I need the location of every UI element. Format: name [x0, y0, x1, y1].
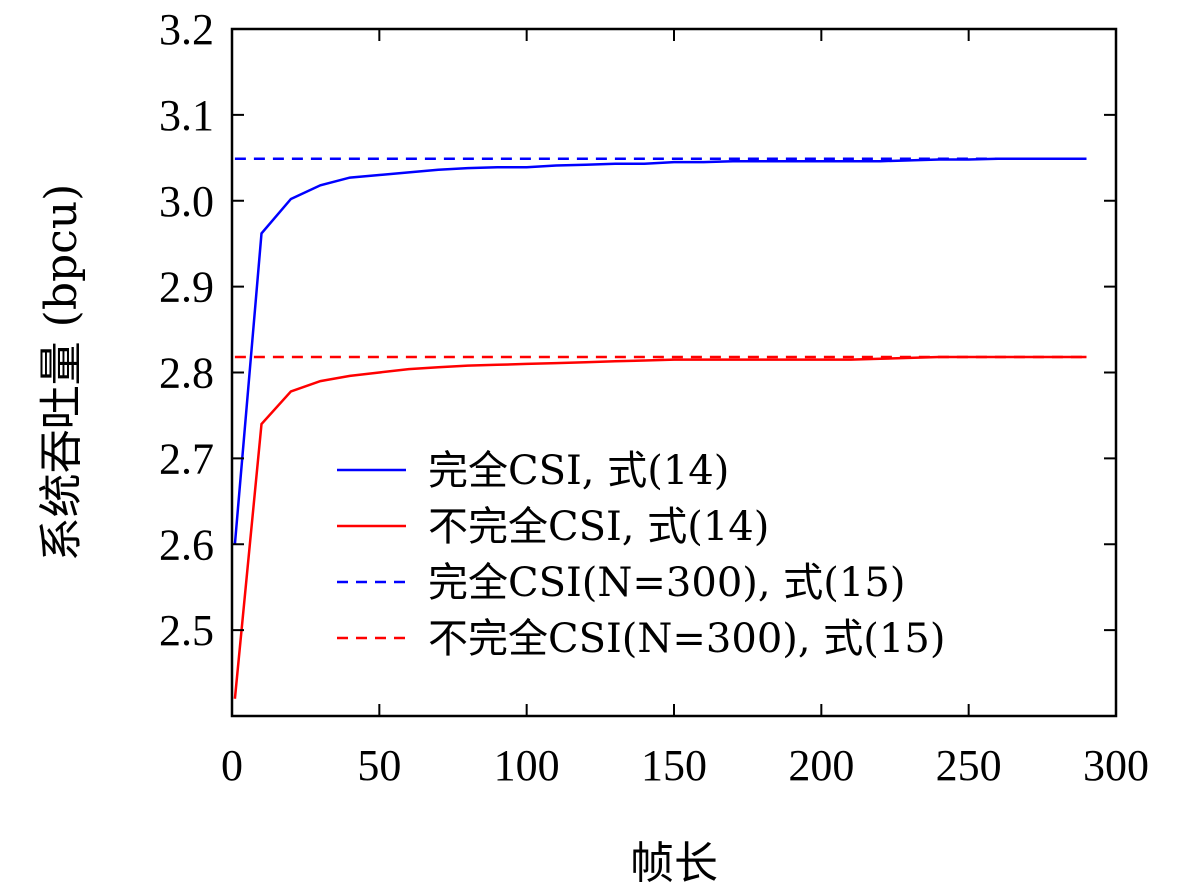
- y-tick-label: 2.8: [159, 349, 214, 398]
- x-tick-label: 50: [357, 741, 401, 790]
- x-tick-label: 200: [788, 741, 854, 790]
- x-tick-label: 150: [641, 741, 707, 790]
- legend-label-4: 不完全CSI(N=300), 式(15): [428, 616, 945, 662]
- x-axis-ticks: 0 50 100 150 200 250 300: [221, 29, 1149, 790]
- plot-lines: [233, 157, 1087, 699]
- y-tick-label: 2.6: [159, 520, 214, 569]
- y-tick-label: 3.1: [159, 91, 214, 140]
- x-axis-title: 帧长: [630, 838, 718, 889]
- plot-frame: [230, 27, 1118, 718]
- y-tick-label: 2.9: [159, 263, 214, 312]
- x-tick-label: 100: [494, 741, 560, 790]
- legend: 完全CSI, 式(14) 不完全CSI, 式(14) 完全CSI(N=300), 式…: [337, 448, 945, 662]
- y-tick-label: 3.0: [159, 177, 214, 226]
- x-tick-label: 250: [936, 741, 1002, 790]
- y-tick-label: 2.5: [159, 606, 214, 655]
- x-tick-label: 0: [221, 741, 243, 790]
- y-tick-label: 3.2: [159, 5, 214, 54]
- legend-label-2: 不完全CSI, 式(14): [428, 504, 769, 550]
- y-axis-ticks: 2.5 2.6 2.7 2.8 2.9 3.0 3.1 3.2: [159, 5, 1116, 655]
- x-tick-label: 300: [1083, 741, 1149, 790]
- legend-label-3: 完全CSI(N=300), 式(15): [428, 560, 905, 606]
- y-axis-title: 系统吞吐量 (bpcu): [36, 184, 87, 562]
- y-tick-label: 2.7: [159, 434, 214, 483]
- legend-label-1: 完全CSI, 式(14): [428, 448, 729, 494]
